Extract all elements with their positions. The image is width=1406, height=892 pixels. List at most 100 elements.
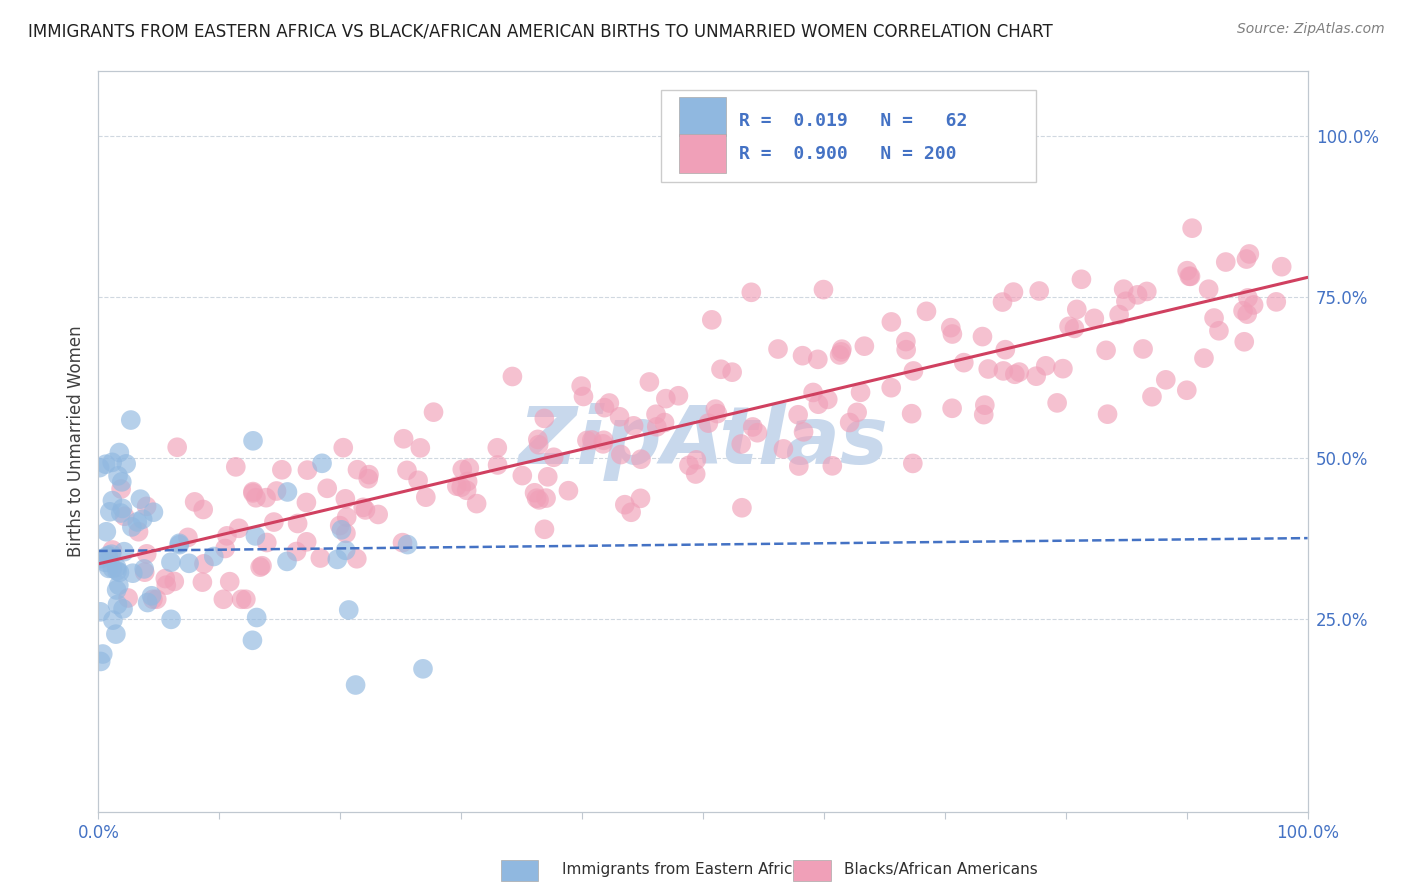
Point (838, 416, 860, 430)
Point (1066, 302, 1088, 317)
Point (135, 547, 157, 561)
Point (225, 459, 247, 474)
Point (121, 520, 143, 534)
Point (849, 385, 872, 400)
Point (446, 479, 468, 493)
Point (1004, 368, 1026, 382)
Point (1239, 247, 1261, 261)
Point (330, 523, 353, 537)
Point (101, 613, 124, 627)
Point (395, 463, 418, 477)
Point (270, 463, 292, 477)
Point (352, 500, 374, 515)
Point (939, 320, 962, 334)
Point (193, 502, 215, 516)
Point (128, 524, 150, 539)
Point (1236, 252, 1258, 266)
Point (1175, 383, 1198, 397)
Point (212, 592, 235, 607)
Point (526, 491, 548, 506)
Point (901, 457, 924, 471)
Point (1115, 294, 1137, 309)
Point (486, 441, 509, 455)
Point (831, 342, 853, 356)
Point (697, 416, 720, 430)
Point (1083, 311, 1105, 326)
Point (98, 505, 121, 519)
Point (134, 565, 156, 579)
Point (700, 313, 723, 327)
Point (108, 566, 131, 580)
Point (609, 409, 631, 424)
Point (129, 492, 152, 507)
Point (105, 560, 128, 574)
Point (117, 591, 139, 605)
Point (367, 508, 389, 522)
Point (391, 535, 413, 549)
Point (807, 352, 830, 367)
Point (706, 407, 728, 421)
Point (645, 419, 668, 434)
Point (412, 662, 434, 676)
Point (807, 397, 830, 411)
Point (620, 505, 643, 519)
Point (101, 543, 124, 558)
Point (276, 485, 298, 500)
Point (941, 401, 963, 416)
Point (792, 349, 814, 363)
Point (357, 472, 380, 486)
Point (336, 510, 359, 524)
Point (91, 647, 114, 661)
Point (332, 441, 354, 455)
Point (295, 495, 318, 509)
Point (97, 549, 120, 563)
Point (183, 495, 205, 509)
Point (295, 534, 318, 549)
Point (740, 285, 762, 300)
Point (1175, 263, 1198, 277)
Point (1236, 307, 1258, 321)
Point (1243, 298, 1265, 312)
Point (121, 566, 143, 581)
Point (228, 521, 250, 535)
Point (801, 385, 824, 400)
Point (787, 458, 810, 473)
Point (97, 549, 120, 564)
Point (335, 526, 357, 541)
Point (346, 551, 368, 566)
Point (973, 398, 995, 412)
Point (704, 402, 727, 417)
Point (894, 334, 917, 349)
Point (1035, 359, 1057, 373)
Point (630, 452, 652, 467)
Point (830, 344, 852, 359)
Point (127, 515, 149, 529)
Point (1232, 303, 1254, 318)
Point (108, 445, 131, 459)
Point (772, 442, 794, 456)
Point (1052, 361, 1074, 376)
Point (941, 326, 963, 341)
Point (105, 582, 128, 597)
Point (94, 457, 117, 471)
Point (409, 441, 432, 455)
Point (89, 460, 111, 475)
Point (527, 433, 550, 447)
Point (406, 473, 429, 487)
Point (821, 458, 844, 473)
Point (572, 389, 595, 403)
Point (654, 416, 676, 430)
Point (101, 561, 124, 575)
Point (1198, 282, 1220, 296)
Point (1154, 373, 1177, 387)
Point (1057, 319, 1080, 334)
Point (245, 491, 267, 505)
FancyBboxPatch shape (679, 97, 725, 136)
Point (1112, 282, 1135, 296)
Point (263, 515, 285, 529)
Point (994, 343, 1017, 357)
Point (1108, 308, 1130, 322)
Point (972, 329, 994, 343)
Point (1046, 396, 1069, 410)
Point (1008, 365, 1031, 379)
